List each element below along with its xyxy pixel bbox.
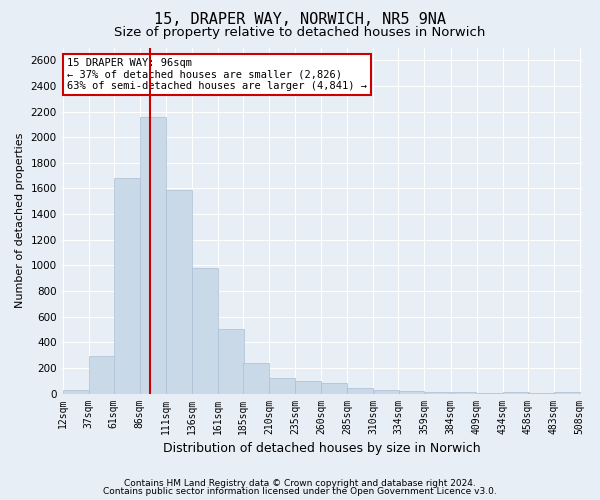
Bar (374, 390, 399, 394)
Text: 15, DRAPER WAY, NORWICH, NR5 9NA: 15, DRAPER WAY, NORWICH, NR5 9NA (154, 12, 446, 28)
Text: Contains public sector information licensed under the Open Government Licence v3: Contains public sector information licen… (103, 487, 497, 496)
Bar (295, 380, 321, 394)
Y-axis label: Number of detached properties: Number of detached properties (15, 133, 25, 308)
Text: 15 DRAPER WAY: 96sqm
← 37% of detached houses are smaller (2,826)
63% of semi-de: 15 DRAPER WAY: 96sqm ← 37% of detached h… (67, 58, 367, 91)
Bar (425, 392, 451, 394)
Bar (528, 393, 554, 394)
Bar (398, 391, 424, 394)
Bar (192, 268, 218, 394)
Bar (477, 393, 502, 394)
Bar (269, 378, 295, 394)
Bar (451, 392, 476, 394)
Bar (63, 390, 89, 394)
Text: Contains HM Land Registry data © Crown copyright and database right 2024.: Contains HM Land Registry data © Crown c… (124, 478, 476, 488)
Bar (243, 363, 269, 394)
Bar (554, 392, 580, 394)
Bar (114, 178, 140, 394)
X-axis label: Distribution of detached houses by size in Norwich: Distribution of detached houses by size … (163, 442, 481, 455)
Bar (140, 116, 166, 394)
Bar (322, 384, 347, 394)
Bar (218, 330, 244, 394)
Bar (89, 356, 115, 394)
Bar (166, 190, 192, 394)
Bar (503, 392, 529, 394)
Text: Size of property relative to detached houses in Norwich: Size of property relative to detached ho… (115, 26, 485, 39)
Bar (347, 388, 373, 394)
